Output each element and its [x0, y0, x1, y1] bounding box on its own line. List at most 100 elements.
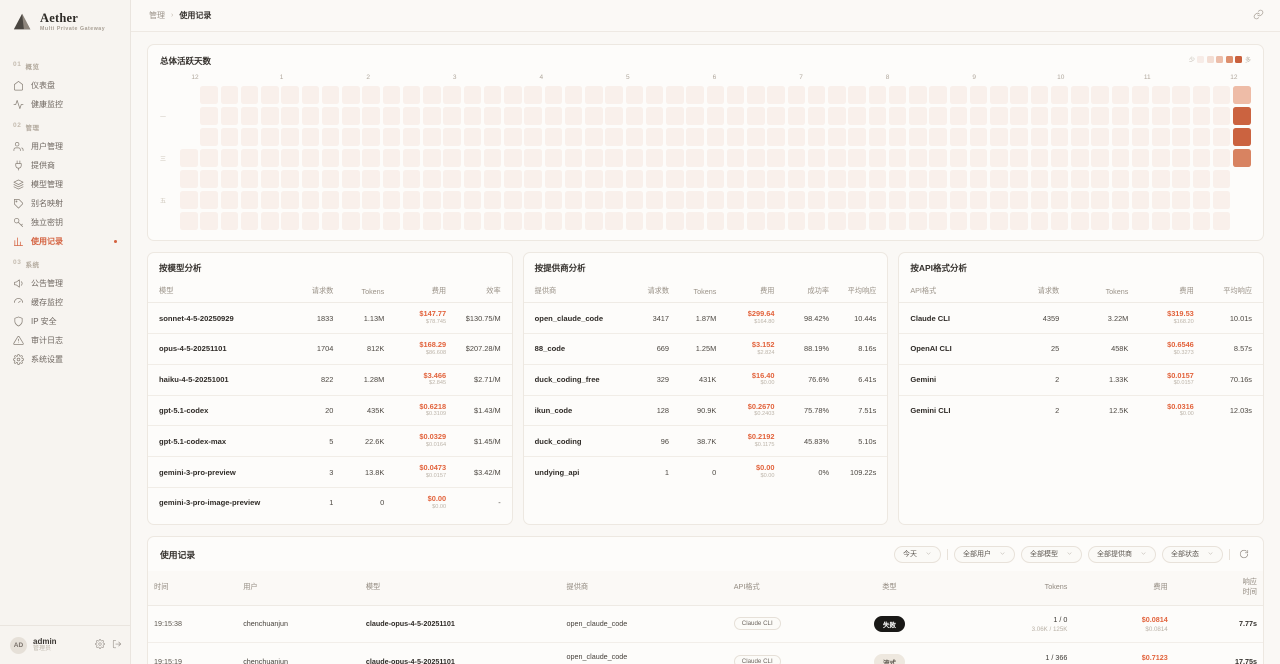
heatmap-day-cell[interactable]: [706, 148, 725, 168]
heatmap-day-cell[interactable]: [888, 169, 907, 189]
heatmap-day-cell[interactable]: [929, 86, 947, 105]
heatmap-day-cell[interactable]: [402, 211, 421, 231]
table-row[interactable]: gpt-5.1-codex 20 435K $0.6218 $0.3109 $1.43/M: [148, 395, 512, 427]
heatmap-day-cell[interactable]: [666, 86, 684, 105]
heatmap-day-cell[interactable]: [787, 190, 806, 210]
heatmap-day-cell[interactable]: [990, 169, 1008, 189]
heatmap-day-cell[interactable]: [1050, 106, 1069, 126]
heatmap-day-cell[interactable]: [1192, 169, 1211, 189]
heatmap-day-cell[interactable]: [767, 169, 785, 189]
heatmap-day-cell[interactable]: [787, 86, 806, 105]
heatmap-day-cell[interactable]: [362, 86, 380, 105]
heatmap-day-cell[interactable]: [585, 148, 603, 168]
heatmap-day-cell[interactable]: [1233, 106, 1251, 126]
heatmap-day-cell[interactable]: [787, 169, 806, 189]
heatmap-day-cell[interactable]: [564, 169, 583, 189]
heatmap-day-cell[interactable]: [261, 169, 279, 189]
heatmap-day-cell[interactable]: [1212, 106, 1231, 126]
heatmap-day-cell[interactable]: [1233, 148, 1251, 168]
heatmap-day-cell[interactable]: [321, 169, 340, 189]
heatmap-day-cell[interactable]: [929, 211, 947, 231]
heatmap-day-cell[interactable]: [342, 127, 360, 147]
heatmap-day-cell[interactable]: [1233, 170, 1251, 188]
heatmap-day-cell[interactable]: [828, 190, 846, 210]
heatmap-day-cell[interactable]: [524, 86, 542, 105]
table-row[interactable]: OpenAI CLI 25 458K $0.6546 $0.3273 8.57s: [899, 333, 1264, 365]
heatmap-day-cell[interactable]: [463, 169, 482, 189]
heatmap-day-cell[interactable]: [261, 190, 279, 210]
heatmap-day-cell[interactable]: [605, 211, 623, 231]
heatmap-day-cell[interactable]: [686, 127, 704, 147]
heatmap-day-cell[interactable]: [969, 86, 988, 105]
heatmap-day-cell[interactable]: [342, 148, 360, 168]
heatmap-day-cell[interactable]: [1010, 169, 1028, 189]
heatmap-day-cell[interactable]: [666, 148, 684, 168]
heatmap-day-cell[interactable]: [949, 190, 968, 210]
heatmap-day-cell[interactable]: [828, 169, 846, 189]
heatmap-day-cell[interactable]: [1030, 127, 1049, 147]
heatmap-day-cell[interactable]: [969, 169, 988, 189]
heatmap-day-cell[interactable]: [807, 127, 826, 147]
heatmap-day-cell[interactable]: [544, 169, 563, 189]
heatmap-day-cell[interactable]: [848, 106, 866, 126]
heatmap-day-cell[interactable]: [342, 211, 360, 231]
heatmap-day-cell[interactable]: [929, 148, 947, 168]
heatmap-day-cell[interactable]: [625, 190, 644, 210]
heatmap-day-cell[interactable]: [1091, 127, 1109, 147]
heatmap-day-cell[interactable]: [220, 127, 239, 147]
heatmap-day-cell[interactable]: [726, 86, 745, 105]
heatmap-day-cell[interactable]: [443, 148, 461, 168]
heatmap-day-cell[interactable]: [726, 148, 745, 168]
heatmap-day-cell[interactable]: [666, 190, 684, 210]
heatmap-day-cell[interactable]: [544, 127, 563, 147]
heatmap-day-cell[interactable]: [990, 211, 1008, 231]
heatmap-day-cell[interactable]: [483, 190, 502, 210]
heatmap-day-cell[interactable]: [1050, 148, 1069, 168]
heatmap-day-cell[interactable]: [645, 190, 664, 210]
heatmap-day-cell[interactable]: [423, 190, 441, 210]
heatmap-day-cell[interactable]: [1071, 190, 1089, 210]
filter-date-range[interactable]: 今天: [894, 545, 941, 563]
heatmap-day-cell[interactable]: [1131, 106, 1150, 126]
heatmap-day-cell[interactable]: [888, 127, 907, 147]
heatmap-day-cell[interactable]: [666, 211, 684, 231]
heatmap-day-cell[interactable]: [868, 211, 887, 231]
table-row[interactable]: 19:15:19 chenchuanjun claude-opus-4-5-2025…: [148, 642, 1263, 664]
heatmap-day-cell[interactable]: [969, 127, 988, 147]
sidebar-item-2-2[interactable]: 缓存监控: [0, 293, 130, 312]
heatmap-day-cell[interactable]: [787, 106, 806, 126]
heatmap-day-cell[interactable]: [848, 190, 866, 210]
heatmap-day-cell[interactable]: [504, 169, 522, 189]
heatmap-day-cell[interactable]: [1212, 148, 1231, 168]
table-row[interactable]: 88_code 669 1.25M $3.152 $2.824 88.19% 8.16s: [523, 333, 888, 365]
table-row[interactable]: Claude CLI 4359 3.22M $319.53 $168.20 10.01s: [899, 302, 1264, 335]
heatmap-day-cell[interactable]: [402, 148, 421, 168]
heatmap-day-cell[interactable]: [402, 127, 421, 147]
heatmap-day-cell[interactable]: [666, 169, 684, 189]
heatmap-day-cell[interactable]: [990, 106, 1008, 126]
heatmap-day-cell[interactable]: [220, 169, 239, 189]
table-row[interactable]: duck_coding_free 329 431K $16.40 $0.00 76.6% 6…: [523, 364, 888, 396]
breadcrumb-root[interactable]: 管理: [149, 11, 165, 20]
heatmap-day-cell[interactable]: [261, 86, 279, 105]
heatmap-day-cell[interactable]: [767, 148, 785, 168]
heatmap-day-cell[interactable]: [321, 106, 340, 126]
heatmap-day-cell[interactable]: [483, 148, 502, 168]
gear-icon[interactable]: [95, 636, 105, 654]
heatmap-day-cell[interactable]: [726, 106, 745, 126]
heatmap-day-cell[interactable]: [585, 86, 603, 105]
heatmap-day-cell[interactable]: [1233, 86, 1251, 105]
heatmap-day-cell[interactable]: [342, 190, 360, 210]
heatmap-day-cell[interactable]: [1192, 127, 1211, 147]
sidebar-item-4-2[interactable]: 审计日志: [0, 331, 130, 350]
heatmap-day-cell[interactable]: [1091, 190, 1109, 210]
link-icon[interactable]: [1253, 7, 1264, 25]
heatmap-day-cell[interactable]: [1131, 86, 1150, 105]
heatmap-day-cell[interactable]: [544, 106, 563, 126]
heatmap-day-cell[interactable]: [767, 127, 785, 147]
heatmap-day-cell[interactable]: [180, 86, 198, 104]
heatmap-day-cell[interactable]: [585, 169, 603, 189]
heatmap-day-cell[interactable]: [909, 190, 927, 210]
heatmap-day-cell[interactable]: [949, 127, 968, 147]
heatmap-day-cell[interactable]: [807, 211, 826, 231]
